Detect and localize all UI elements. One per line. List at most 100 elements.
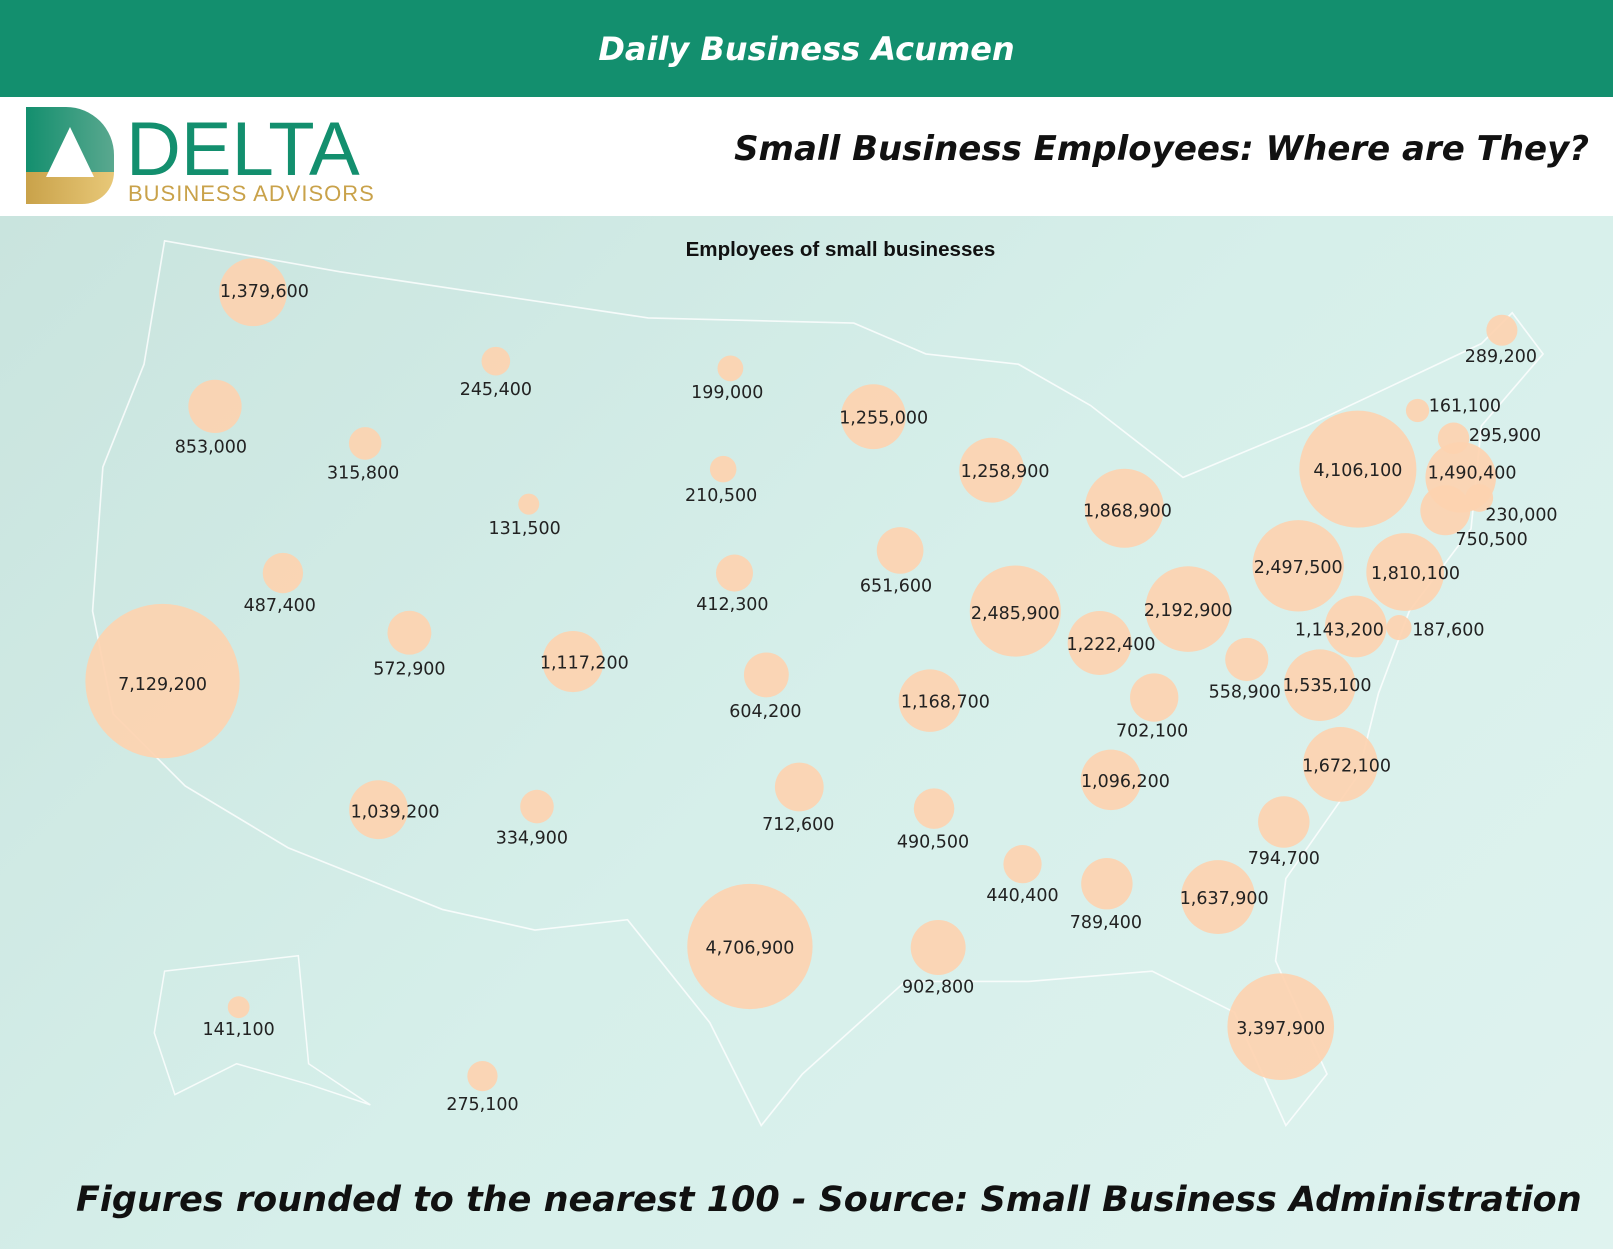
bubble-label: 4,706,900 (705, 939, 794, 959)
bubble (481, 346, 511, 376)
bubble (1258, 796, 1310, 848)
bubble-label: 712,600 (762, 815, 834, 835)
bubble (1465, 484, 1494, 512)
chart-title: Employees of small businesses (686, 238, 996, 261)
bubble (1405, 398, 1430, 423)
bubble-label: 702,100 (1116, 721, 1188, 741)
bubble-label: 1,222,400 (1067, 635, 1156, 655)
alaska-outline (153, 954, 371, 1106)
bubble (709, 455, 737, 483)
bubble (1284, 649, 1356, 721)
bubble (687, 883, 813, 1010)
bubble-label: 750,500 (1455, 530, 1527, 550)
bubble-label: 2,497,500 (1254, 558, 1343, 578)
bubble (1145, 566, 1231, 652)
bubble (1003, 845, 1042, 884)
bubble (913, 788, 955, 829)
source-footer: Figures rounded to the nearest 100 - Sou… (76, 1180, 1582, 1220)
top-banner: Daily Business Acumen (0, 0, 1613, 97)
bubble (219, 258, 288, 327)
bubble (969, 565, 1061, 657)
bubble-label: 1,258,900 (961, 462, 1050, 482)
bubble-label: 1,168,700 (901, 693, 990, 713)
bubble (1420, 485, 1471, 536)
bubble (1252, 520, 1344, 612)
bubble (262, 552, 304, 594)
bubble (1067, 611, 1132, 675)
bubble (1130, 673, 1179, 722)
headline: Small Business Employees: Where are They… (734, 129, 1589, 169)
bubble-label: 187,600 (1412, 621, 1484, 641)
bubble-label: 315,800 (327, 463, 399, 483)
bubble-label: 7,129,200 (118, 675, 207, 695)
bubble-label: 230,000 (1485, 505, 1557, 525)
bubble (1324, 595, 1387, 658)
bubble (717, 355, 744, 382)
bubble (227, 996, 250, 1019)
bubble (910, 920, 966, 975)
bubble (1225, 637, 1269, 682)
bubble-label: 572,900 (373, 660, 445, 680)
bubble (518, 493, 540, 515)
bubble (349, 780, 408, 840)
bubble-label: 295,900 (1469, 426, 1541, 446)
bubble-label: 1,379,600 (220, 282, 309, 302)
bubble (1081, 858, 1133, 910)
bubble-label: 1,868,900 (1083, 501, 1172, 521)
bubble-label: 1,637,900 (1180, 889, 1269, 909)
bubble-map: Employees of small businesses 1,379,600 8… (85, 238, 1558, 1128)
bubble (840, 384, 906, 450)
bubble (1299, 410, 1417, 528)
bubble (348, 427, 382, 460)
bubble (1303, 727, 1378, 802)
bubble-label: 1,039,200 (351, 803, 440, 823)
map-area: Employees of small businesses 1,379,600 8… (0, 216, 1613, 1249)
bubble-label: 161,100 (1429, 396, 1501, 416)
bubble-label: 1,117,200 (540, 654, 629, 674)
bubble (85, 603, 240, 759)
bubble (467, 1060, 498, 1092)
bubble (1227, 973, 1335, 1080)
bubble-label: 1,490,400 (1428, 463, 1517, 483)
bubble-label: 440,400 (986, 886, 1058, 906)
bubble (1366, 533, 1445, 611)
bubble (1084, 468, 1164, 548)
bubble-label: 487,400 (244, 596, 316, 616)
bubble-label: 2,192,900 (1144, 601, 1233, 621)
bubble-label: 334,900 (496, 828, 568, 848)
bubble-label: 2,485,900 (971, 604, 1060, 624)
bubble-label: 1,096,200 (1081, 772, 1170, 792)
bubble-label: 490,500 (897, 833, 969, 853)
delta-logo: DELTA BUSINESS ADVISORS (26, 107, 375, 206)
bubble-label: 199,000 (691, 383, 763, 403)
bubble (743, 652, 789, 698)
bubble-label: 275,100 (446, 1095, 518, 1115)
bubble (1386, 615, 1412, 641)
bubble-label: 289,200 (1465, 347, 1537, 367)
logo-wordmark: DELTA (126, 107, 360, 192)
bubble-label: 651,600 (860, 576, 932, 596)
bubble-label: 1,255,000 (839, 409, 928, 429)
bubble (1080, 749, 1142, 811)
bubble-label: 604,200 (729, 702, 801, 722)
bubble-label: 3,397,900 (1236, 1019, 1325, 1039)
bubble (1486, 314, 1518, 346)
bubble-label: 4,106,100 (1313, 461, 1402, 481)
bubble (387, 610, 432, 655)
bubble-label: 853,000 (175, 438, 247, 458)
bubble-label: 412,300 (696, 595, 768, 615)
bubble (188, 379, 242, 434)
bubble-label: 141,100 (203, 1020, 275, 1040)
bubble (774, 762, 824, 812)
bubble-label: 1,143,200 (1295, 621, 1384, 641)
bubble (542, 630, 604, 693)
bubble (876, 527, 924, 574)
logo-tagline: BUSINESS ADVISORS (128, 181, 375, 206)
bubble-label: 1,535,100 (1283, 676, 1372, 696)
bubble (520, 789, 554, 824)
bubble-label: 1,672,100 (1302, 756, 1391, 776)
bubble (959, 437, 1025, 503)
bubble-label: 210,500 (685, 486, 757, 506)
bubble-label: 558,900 (1209, 682, 1281, 702)
bubble (1181, 860, 1255, 935)
